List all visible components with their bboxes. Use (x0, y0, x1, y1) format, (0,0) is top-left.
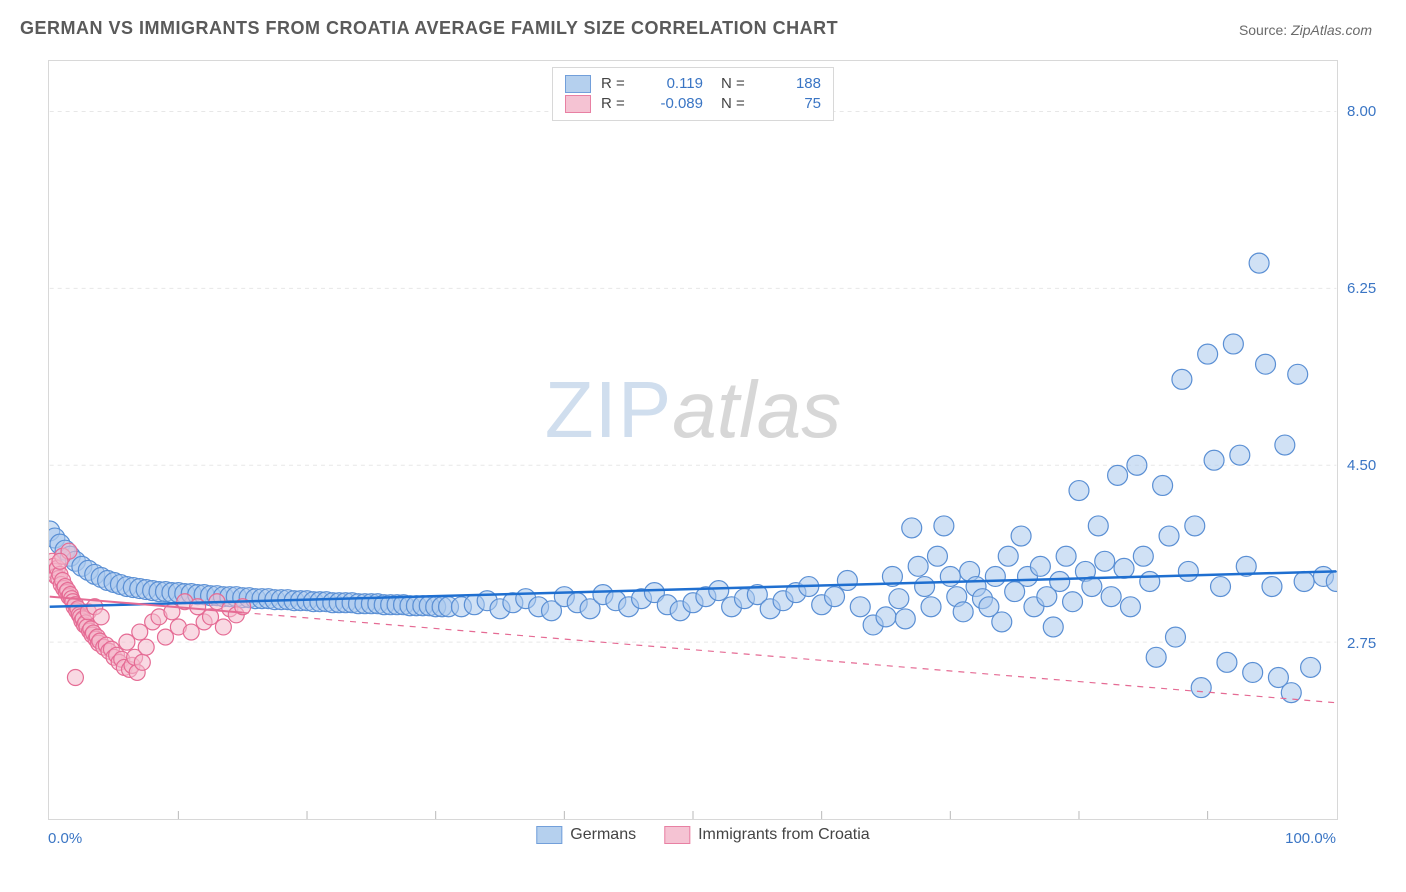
source-value: ZipAtlas.com (1291, 22, 1372, 38)
legend-n-label-0: N = (721, 74, 747, 94)
legend-swatch-1 (565, 95, 591, 113)
x-axis-min-label: 0.0% (48, 830, 82, 847)
legend-stats: R = 0.119 N = 188 R = -0.089 N = 75 (552, 67, 834, 121)
legend-stats-row-0: R = 0.119 N = 188 (565, 74, 821, 94)
legend-series-label-0: Germans (570, 826, 636, 844)
legend-n-label-1: N = (721, 94, 747, 114)
legend-series-swatch-0 (536, 826, 562, 844)
legend-series-label-1: Immigrants from Croatia (698, 826, 870, 844)
y-tick-3: 8.00 (1347, 103, 1397, 120)
source-citation: Source: ZipAtlas.com (1239, 22, 1372, 38)
y-tick-1: 4.50 (1347, 457, 1397, 474)
y-tick-2: 6.25 (1347, 280, 1397, 297)
legend-r-label-1: R = (601, 94, 629, 114)
scatter-plot-svg (49, 61, 1337, 819)
legend-n-value-1: 75 (757, 94, 821, 114)
legend-n-value-0: 188 (757, 74, 821, 94)
x-axis-max-label: 100.0% (1285, 830, 1336, 847)
legend-series-item-0: Germans (536, 826, 636, 844)
legend-series: Germans Immigrants from Croatia (536, 826, 869, 844)
source-label: Source: (1239, 22, 1287, 38)
chart-title: GERMAN VS IMMIGRANTS FROM CROATIA AVERAG… (20, 18, 838, 39)
legend-series-swatch-1 (664, 826, 690, 844)
chart-area: ZIPatlas R = 0.119 N = 188 R = -0.089 N … (48, 60, 1338, 820)
legend-swatch-0 (565, 75, 591, 93)
legend-series-item-1: Immigrants from Croatia (664, 826, 870, 844)
legend-r-label-0: R = (601, 74, 629, 94)
legend-stats-row-1: R = -0.089 N = 75 (565, 94, 821, 114)
legend-r-value-1: -0.089 (639, 94, 703, 114)
y-tick-0: 2.75 (1347, 635, 1397, 652)
legend-r-value-0: 0.119 (639, 74, 703, 94)
